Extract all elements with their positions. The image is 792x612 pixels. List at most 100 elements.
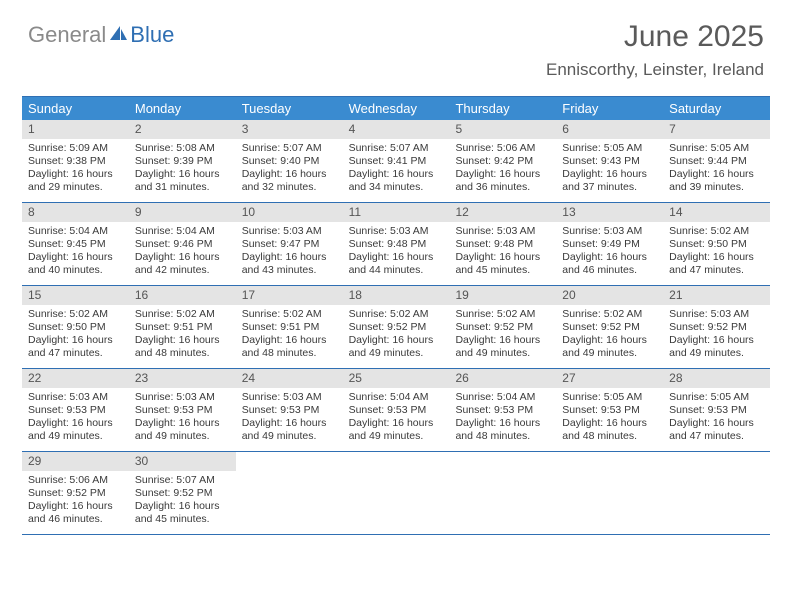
day-cell: 8Sunrise: 5:04 AMSunset: 9:45 PMDaylight… (22, 203, 129, 285)
daylight-line1: Daylight: 16 hours (562, 251, 657, 264)
sunset-text: Sunset: 9:51 PM (242, 321, 337, 334)
day-number: 14 (663, 203, 770, 222)
daylight-line2: and 48 minutes. (562, 430, 657, 443)
day-number: 18 (343, 286, 450, 305)
day-cell: 18Sunrise: 5:02 AMSunset: 9:52 PMDayligh… (343, 286, 450, 368)
week-row: 22Sunrise: 5:03 AMSunset: 9:53 PMDayligh… (22, 369, 770, 452)
sunrise-text: Sunrise: 5:07 AM (349, 142, 444, 155)
day-cell: 27Sunrise: 5:05 AMSunset: 9:53 PMDayligh… (556, 369, 663, 451)
daylight-line2: and 47 minutes. (669, 430, 764, 443)
daylight-line1: Daylight: 16 hours (28, 168, 123, 181)
day-cell: 12Sunrise: 5:03 AMSunset: 9:48 PMDayligh… (449, 203, 556, 285)
sunset-text: Sunset: 9:52 PM (28, 487, 123, 500)
day-cell: 28Sunrise: 5:05 AMSunset: 9:53 PMDayligh… (663, 369, 770, 451)
day-number: 4 (343, 120, 450, 139)
sunrise-text: Sunrise: 5:02 AM (455, 308, 550, 321)
daylight-line1: Daylight: 16 hours (455, 168, 550, 181)
sunset-text: Sunset: 9:53 PM (562, 404, 657, 417)
day-body: Sunrise: 5:06 AMSunset: 9:52 PMDaylight:… (22, 471, 129, 531)
daylight-line1: Daylight: 16 hours (28, 334, 123, 347)
day-number: 2 (129, 120, 236, 139)
day-cell: 13Sunrise: 5:03 AMSunset: 9:49 PMDayligh… (556, 203, 663, 285)
daylight-line1: Daylight: 16 hours (242, 168, 337, 181)
day-body: Sunrise: 5:02 AMSunset: 9:50 PMDaylight:… (22, 305, 129, 365)
day-number: 25 (343, 369, 450, 388)
daylight-line2: and 45 minutes. (455, 264, 550, 277)
day-cell: 26Sunrise: 5:04 AMSunset: 9:53 PMDayligh… (449, 369, 556, 451)
sunrise-text: Sunrise: 5:07 AM (135, 474, 230, 487)
daylight-line2: and 29 minutes. (28, 181, 123, 194)
day-cell: 19Sunrise: 5:02 AMSunset: 9:52 PMDayligh… (449, 286, 556, 368)
day-number: 11 (343, 203, 450, 222)
daylight-line2: and 37 minutes. (562, 181, 657, 194)
sunset-text: Sunset: 9:52 PM (349, 321, 444, 334)
day-number: 13 (556, 203, 663, 222)
sunrise-text: Sunrise: 5:02 AM (669, 225, 764, 238)
day-cell: 5Sunrise: 5:06 AMSunset: 9:42 PMDaylight… (449, 120, 556, 202)
daylight-line2: and 36 minutes. (455, 181, 550, 194)
daylight-line1: Daylight: 16 hours (455, 251, 550, 264)
day-cell: 7Sunrise: 5:05 AMSunset: 9:44 PMDaylight… (663, 120, 770, 202)
sunset-text: Sunset: 9:39 PM (135, 155, 230, 168)
day-body: Sunrise: 5:03 AMSunset: 9:48 PMDaylight:… (343, 222, 450, 282)
daylight-line2: and 45 minutes. (135, 513, 230, 526)
daylight-line1: Daylight: 16 hours (562, 417, 657, 430)
day-number: 5 (449, 120, 556, 139)
daylight-line1: Daylight: 16 hours (135, 168, 230, 181)
day-body: Sunrise: 5:02 AMSunset: 9:51 PMDaylight:… (236, 305, 343, 365)
day-number: 1 (22, 120, 129, 139)
dow-thursday: Thursday (449, 97, 556, 120)
brand-text-gray: General (28, 22, 106, 48)
sunset-text: Sunset: 9:43 PM (562, 155, 657, 168)
dow-sunday: Sunday (22, 97, 129, 120)
day-number: 20 (556, 286, 663, 305)
daylight-line1: Daylight: 16 hours (242, 417, 337, 430)
daylight-line2: and 49 minutes. (242, 430, 337, 443)
daylight-line2: and 43 minutes. (242, 264, 337, 277)
day-number: 17 (236, 286, 343, 305)
day-number: 29 (22, 452, 129, 471)
day-body: Sunrise: 5:07 AMSunset: 9:52 PMDaylight:… (129, 471, 236, 531)
day-body: Sunrise: 5:02 AMSunset: 9:52 PMDaylight:… (343, 305, 450, 365)
day-number: 10 (236, 203, 343, 222)
sunset-text: Sunset: 9:44 PM (669, 155, 764, 168)
day-cell: 15Sunrise: 5:02 AMSunset: 9:50 PMDayligh… (22, 286, 129, 368)
sunset-text: Sunset: 9:49 PM (562, 238, 657, 251)
day-body: Sunrise: 5:08 AMSunset: 9:39 PMDaylight:… (129, 139, 236, 199)
daylight-line2: and 49 minutes. (349, 430, 444, 443)
empty-day-cell (343, 452, 450, 534)
daylight-line1: Daylight: 16 hours (455, 417, 550, 430)
sunrise-text: Sunrise: 5:09 AM (28, 142, 123, 155)
day-body: Sunrise: 5:03 AMSunset: 9:53 PMDaylight:… (129, 388, 236, 448)
day-cell: 22Sunrise: 5:03 AMSunset: 9:53 PMDayligh… (22, 369, 129, 451)
daylight-line1: Daylight: 16 hours (669, 334, 764, 347)
day-cell: 17Sunrise: 5:02 AMSunset: 9:51 PMDayligh… (236, 286, 343, 368)
daylight-line1: Daylight: 16 hours (349, 168, 444, 181)
sunset-text: Sunset: 9:52 PM (455, 321, 550, 334)
sunrise-text: Sunrise: 5:05 AM (669, 142, 764, 155)
sunrise-text: Sunrise: 5:02 AM (28, 308, 123, 321)
daylight-line1: Daylight: 16 hours (242, 334, 337, 347)
sunset-text: Sunset: 9:41 PM (349, 155, 444, 168)
day-cell: 1Sunrise: 5:09 AMSunset: 9:38 PMDaylight… (22, 120, 129, 202)
daylight-line2: and 48 minutes. (135, 347, 230, 360)
day-number: 30 (129, 452, 236, 471)
daylight-line1: Daylight: 16 hours (349, 417, 444, 430)
dow-header-row: Sunday Monday Tuesday Wednesday Thursday… (22, 97, 770, 120)
daylight-line2: and 47 minutes. (28, 347, 123, 360)
empty-day-cell (663, 452, 770, 534)
sunset-text: Sunset: 9:47 PM (242, 238, 337, 251)
sunrise-text: Sunrise: 5:03 AM (349, 225, 444, 238)
brand-logo: General Blue (28, 22, 174, 48)
sunset-text: Sunset: 9:50 PM (28, 321, 123, 334)
day-cell: 23Sunrise: 5:03 AMSunset: 9:53 PMDayligh… (129, 369, 236, 451)
daylight-line2: and 48 minutes. (242, 347, 337, 360)
sunrise-text: Sunrise: 5:04 AM (28, 225, 123, 238)
empty-day-cell (449, 452, 556, 534)
day-body: Sunrise: 5:05 AMSunset: 9:43 PMDaylight:… (556, 139, 663, 199)
day-body: Sunrise: 5:04 AMSunset: 9:45 PMDaylight:… (22, 222, 129, 282)
sunset-text: Sunset: 9:52 PM (669, 321, 764, 334)
sunset-text: Sunset: 9:42 PM (455, 155, 550, 168)
daylight-line2: and 31 minutes. (135, 181, 230, 194)
daylight-line2: and 47 minutes. (669, 264, 764, 277)
